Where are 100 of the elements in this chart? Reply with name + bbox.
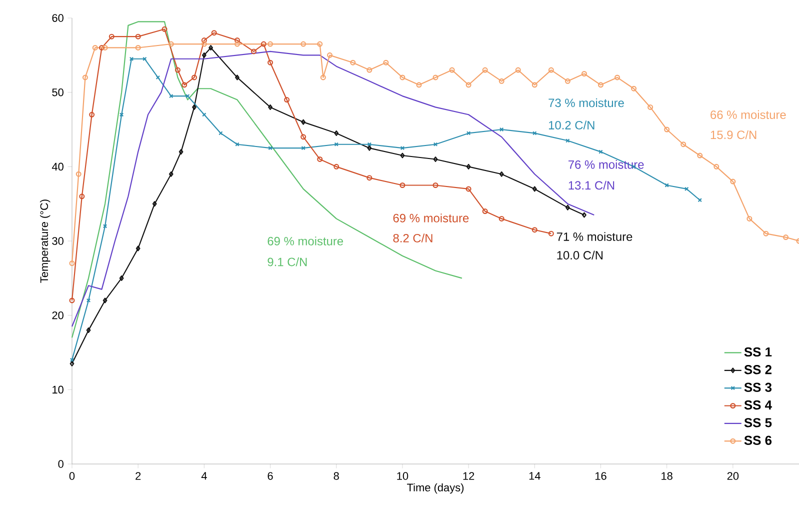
point (334, 142, 338, 146)
legend-label: SS 1 (744, 347, 772, 357)
point (432, 182, 438, 188)
point (746, 216, 752, 222)
point (202, 52, 206, 58)
point (334, 164, 340, 170)
y-tick-label: 30 (52, 237, 64, 245)
point (466, 164, 471, 170)
y-tick-label: 10 (52, 386, 64, 394)
point (498, 78, 504, 84)
point (162, 26, 168, 32)
point (432, 74, 438, 80)
point (400, 74, 406, 80)
y-tick-label: 60 (52, 14, 64, 22)
annotation: 73 % moisture (548, 98, 624, 108)
point (499, 127, 504, 132)
x-tick-label: 2 (136, 472, 141, 480)
point (466, 186, 472, 192)
point (98, 44, 104, 50)
point (201, 38, 207, 44)
y-tick-label: 0 (58, 460, 64, 468)
legend-label: SS 3 (744, 382, 772, 392)
point (334, 130, 339, 136)
annotation: 69 % moisture (393, 214, 469, 222)
x-tick-label: 20 (727, 472, 739, 480)
annotation: 66 % moisture (710, 110, 786, 120)
legend-label: SS 4 (744, 400, 772, 410)
point (366, 175, 372, 181)
point (208, 44, 213, 50)
point (135, 44, 141, 50)
point (317, 156, 323, 162)
point (135, 34, 141, 40)
point (598, 82, 604, 88)
y-tick-label: 20 (52, 311, 64, 320)
annotation: 10.0 C/N (557, 250, 603, 260)
point (89, 112, 95, 118)
point (383, 60, 389, 66)
point (565, 204, 570, 210)
point (482, 67, 488, 73)
x-tick-label: 18 (662, 472, 672, 480)
x-tick-label: 12 (463, 472, 474, 480)
point (260, 41, 266, 47)
point (301, 146, 306, 150)
point (433, 156, 438, 162)
annotation: 71 % moisture (556, 232, 632, 241)
point (763, 230, 769, 236)
point (301, 119, 306, 125)
point (499, 171, 504, 177)
point (548, 67, 554, 73)
annotation: 69 % moisture (268, 236, 344, 246)
point (783, 234, 789, 240)
point (82, 74, 88, 80)
point (532, 82, 538, 88)
point (416, 82, 422, 88)
point (102, 298, 108, 304)
point (466, 131, 471, 136)
point (234, 41, 240, 47)
point (614, 74, 620, 80)
point (449, 67, 455, 73)
point (714, 164, 720, 170)
point (367, 145, 372, 151)
x-tick-label: 8 (334, 472, 339, 480)
point (466, 82, 472, 88)
point (102, 44, 108, 50)
point (482, 208, 488, 214)
point (168, 171, 174, 177)
point (697, 152, 703, 158)
point (564, 78, 570, 84)
point (268, 60, 274, 66)
point (350, 60, 356, 66)
annotation: 10.2 C/N (548, 120, 594, 130)
x-axis-title: Time (days) (407, 483, 464, 494)
point (251, 48, 257, 54)
y-tick-label: 50 (52, 88, 64, 96)
point (92, 44, 98, 50)
point (317, 41, 323, 47)
point (268, 41, 274, 47)
point (730, 178, 736, 184)
point (152, 201, 157, 207)
point (192, 104, 196, 110)
point (664, 126, 670, 132)
legend-label: SS 2 (744, 365, 772, 374)
point (300, 134, 306, 140)
point (680, 142, 686, 148)
legend-label: SS 5 (744, 418, 772, 428)
point (284, 97, 290, 103)
point (76, 171, 82, 177)
point (182, 82, 188, 88)
point (581, 71, 587, 76)
point (136, 246, 140, 252)
x-tick-label: 16 (595, 472, 606, 480)
point (108, 34, 114, 40)
point (201, 41, 207, 47)
point (234, 38, 240, 44)
point (300, 41, 306, 47)
point (119, 275, 124, 281)
point (532, 186, 537, 192)
y-axis-title: Temperature (°C) (40, 200, 50, 283)
point (86, 298, 91, 303)
x-tick-label: 10 (397, 472, 408, 480)
